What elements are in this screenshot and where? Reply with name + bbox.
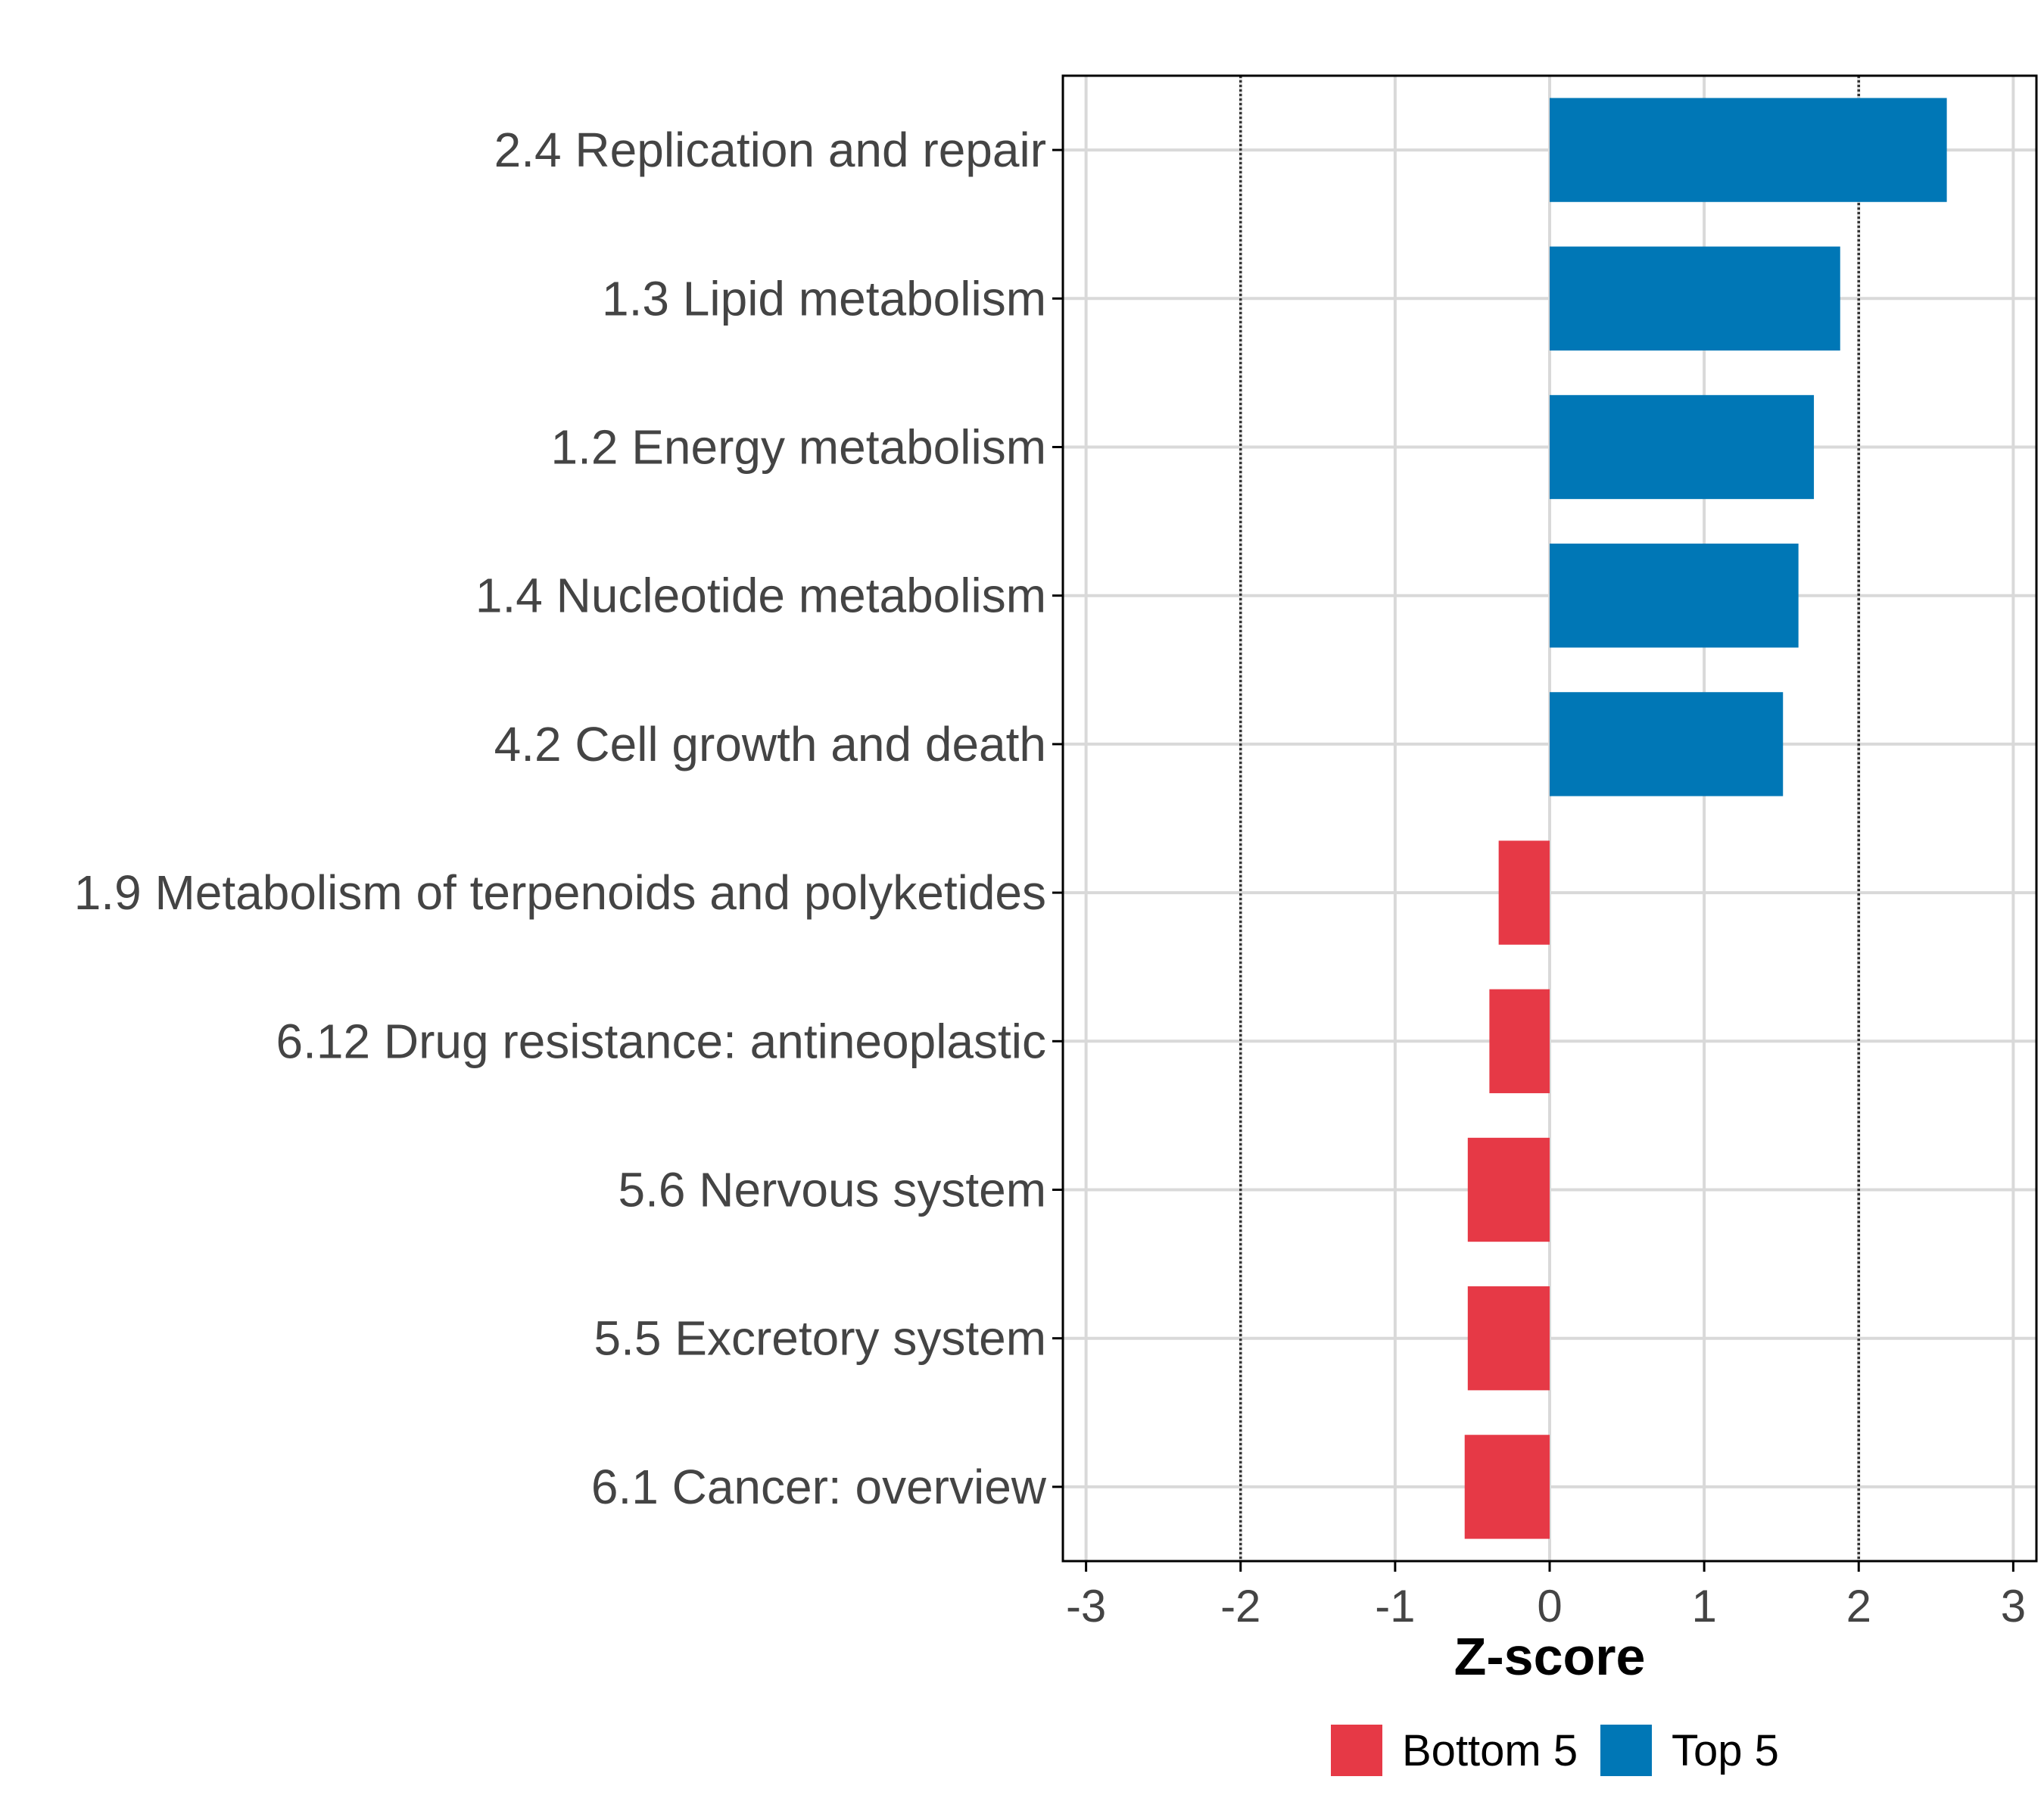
category-label: 1.4 Nucleotide metabolism xyxy=(475,569,1046,623)
bar-top-1 xyxy=(1550,98,1947,202)
bar-bottom-6 xyxy=(1498,840,1550,945)
legend-label-2: Top 5 xyxy=(1672,1726,1779,1775)
legend-swatch-2 xyxy=(1600,1725,1652,1776)
bar-top-2 xyxy=(1550,246,1840,351)
x-tick-label: -3 xyxy=(1066,1581,1106,1632)
category-label: 5.6 Nervous system xyxy=(618,1163,1046,1217)
category-label: 1.2 Energy metabolism xyxy=(550,420,1046,475)
bar-bottom-10 xyxy=(1464,1435,1550,1539)
x-tick-label: -2 xyxy=(1220,1581,1260,1632)
category-label: 1.3 Lipid metabolism xyxy=(602,271,1046,326)
bar-bottom-8 xyxy=(1467,1137,1550,1242)
legend: Bottom 5 Top 5 xyxy=(1331,1725,1779,1776)
bar-top-5 xyxy=(1550,692,1784,796)
category-label: 6.1 Cancer: overview xyxy=(591,1460,1047,1514)
bar-bottom-7 xyxy=(1489,989,1550,1093)
bars xyxy=(1464,98,1947,1539)
category-label: 4.2 Cell growth and death xyxy=(494,717,1046,771)
x-tick-label: 1 xyxy=(1691,1581,1716,1632)
bar-top-4 xyxy=(1550,544,1799,648)
bar-bottom-9 xyxy=(1467,1286,1550,1391)
x-tick-label: 2 xyxy=(1846,1581,1871,1632)
x-axis-title: Z-score xyxy=(1454,1627,1646,1686)
category-label: 1.9 Metabolism of terpenoids and polyket… xyxy=(74,865,1046,920)
category-label: 5.5 Excretory system xyxy=(594,1311,1047,1366)
reference-lines xyxy=(1239,76,1861,1561)
bar-top-3 xyxy=(1550,394,1815,500)
x-tick-label: 3 xyxy=(2001,1581,2026,1632)
legend-label-1: Bottom 5 xyxy=(1402,1726,1578,1775)
x-axis: -3 -2 -1 0 1 2 3 xyxy=(1066,1561,2026,1632)
x-tick-label: 0 xyxy=(1537,1581,1562,1632)
category-label: 6.12 Drug resistance: antineoplastic xyxy=(276,1014,1046,1068)
y-axis: 2.4 Replication and repair 1.3 Lipid meta… xyxy=(74,123,1063,1514)
category-label: 2.4 Replication and repair xyxy=(494,123,1046,177)
x-tick-label: -1 xyxy=(1375,1581,1415,1632)
legend-swatch-1 xyxy=(1331,1725,1382,1776)
